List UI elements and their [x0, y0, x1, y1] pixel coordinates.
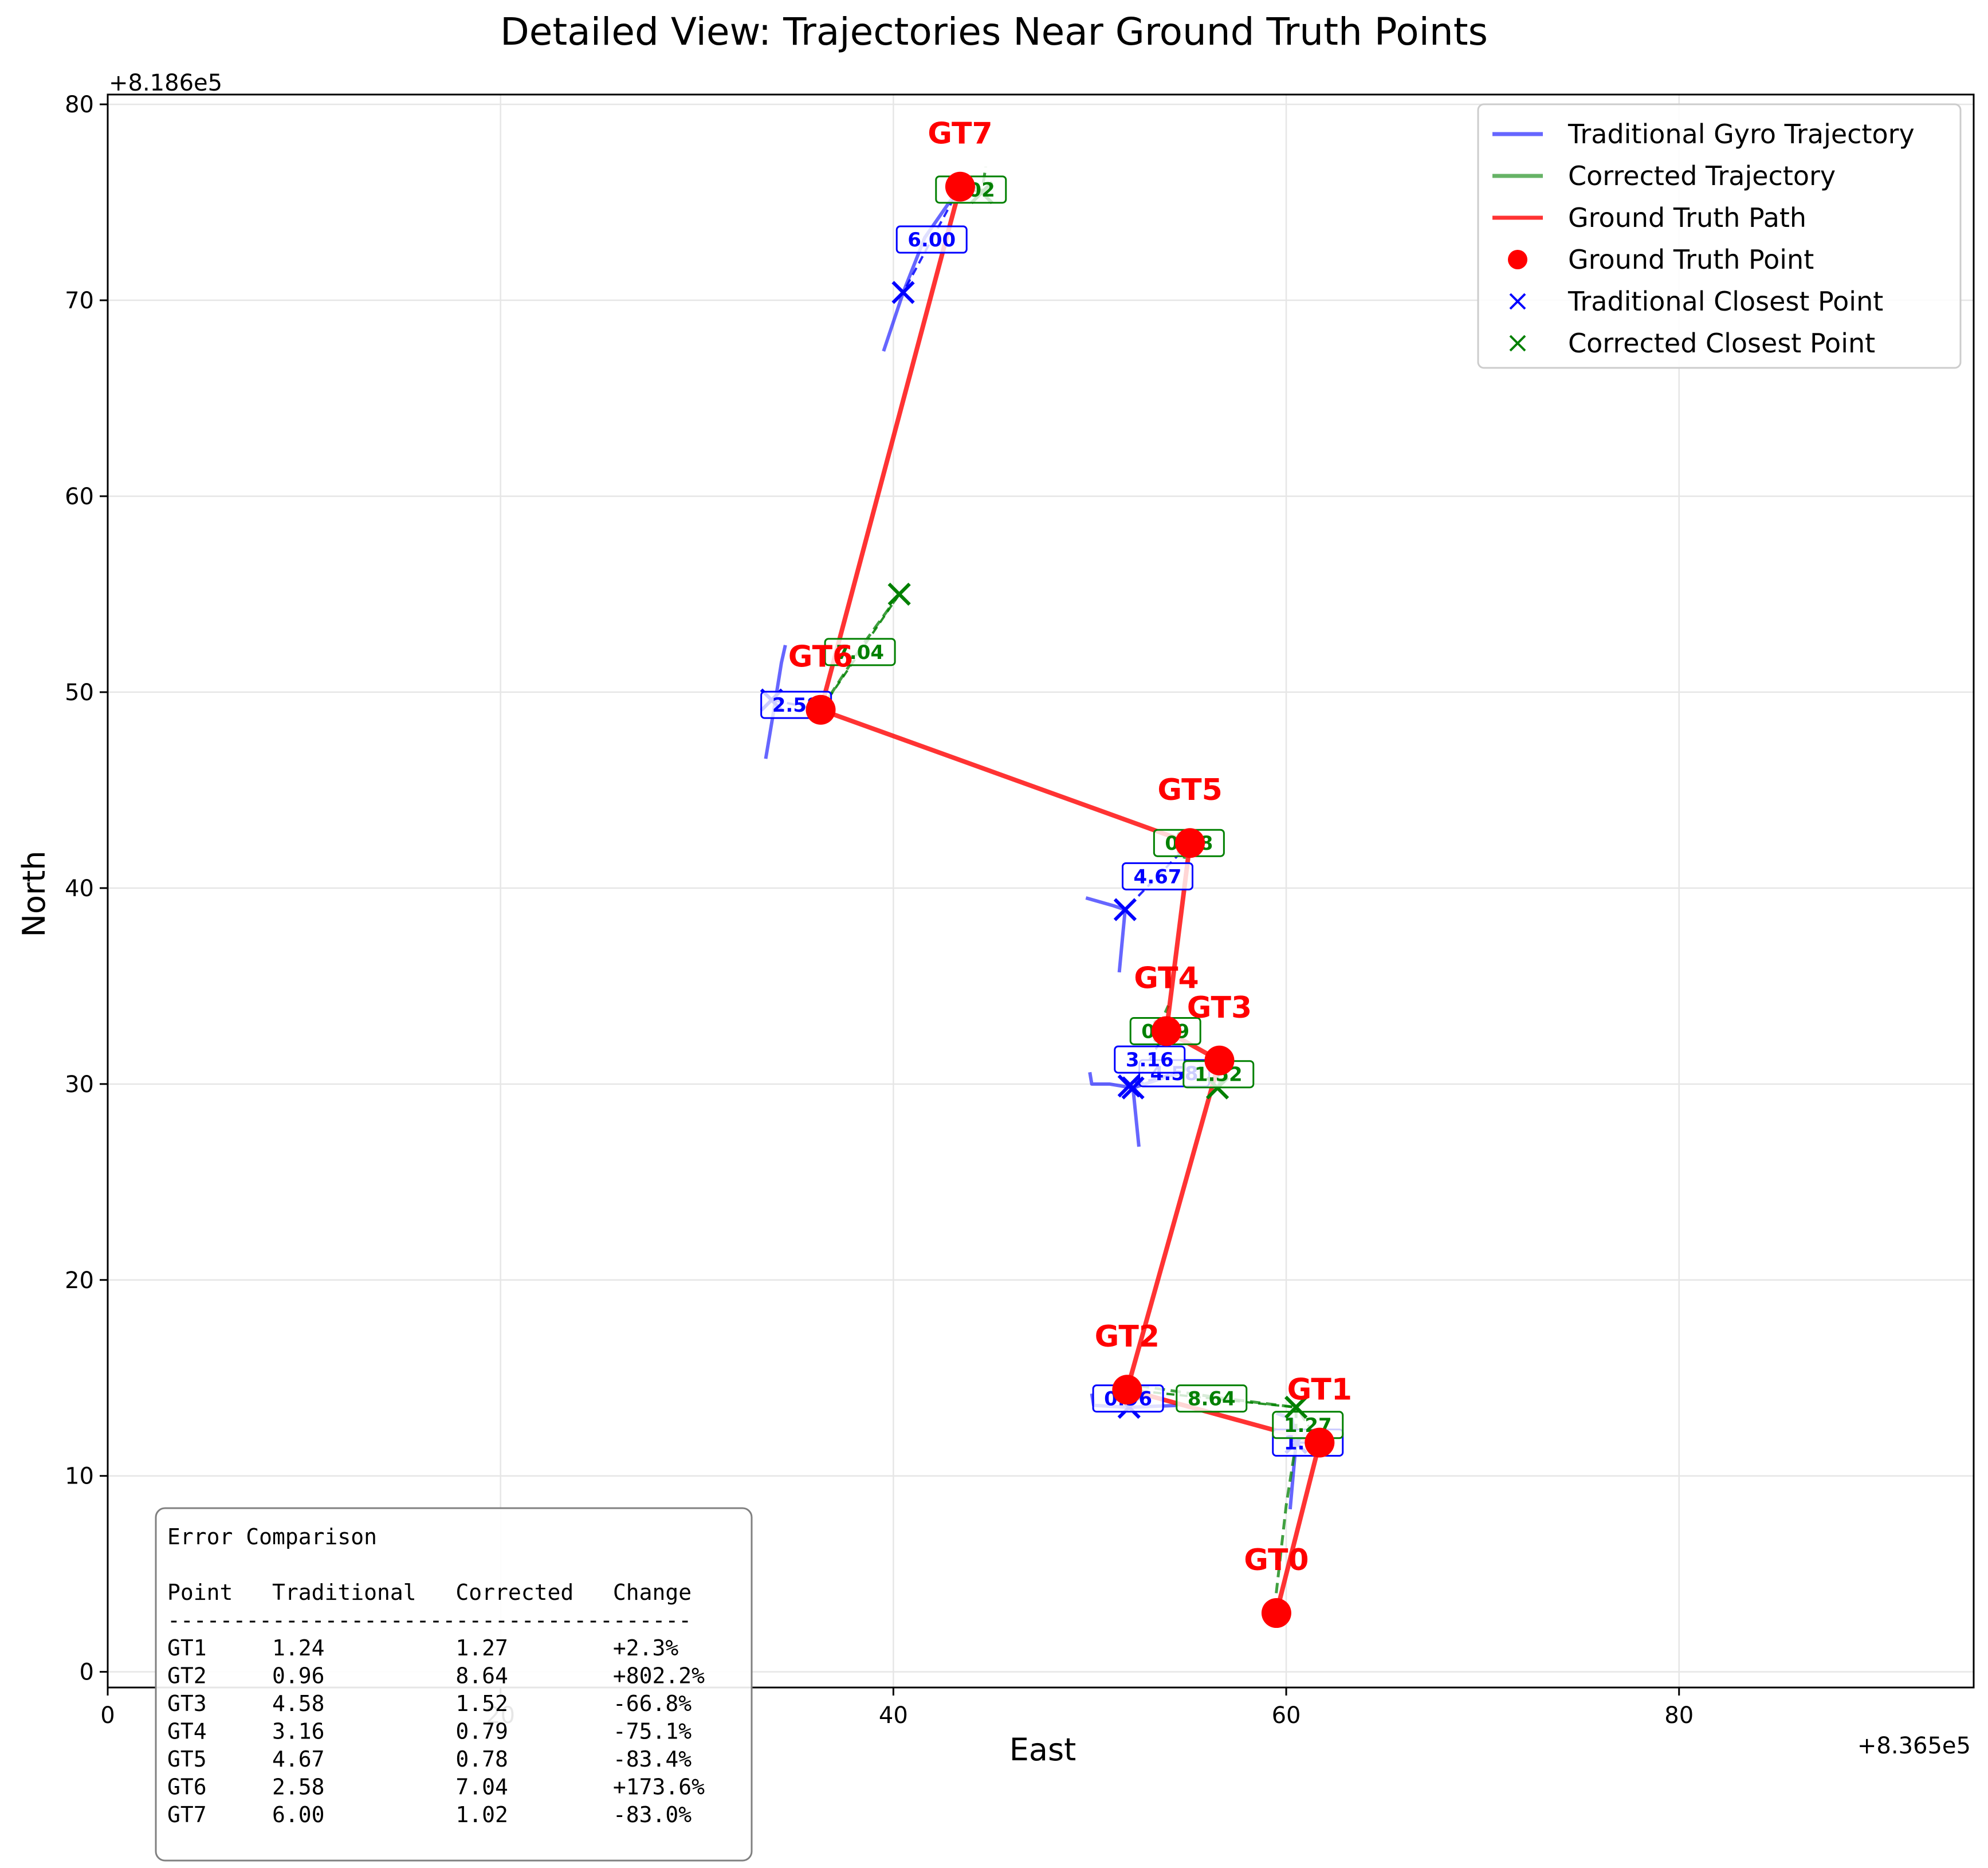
chart-title: Detailed View: Trajectories Near Ground …	[500, 10, 1488, 54]
legend-item: Ground Truth Path	[1492, 202, 1806, 233]
error-table-row: GT3 4.58 1.52 -66.8%	[167, 1691, 692, 1716]
error-table-box	[155, 1507, 753, 1862]
error-table-row: GT4 3.16 0.79 -75.1%	[167, 1719, 692, 1744]
error-table-divider: ----------------------------------------	[167, 1608, 692, 1633]
ground-truth-point-label: GT1	[1287, 1373, 1352, 1407]
traditional-closest-point-stroke	[891, 281, 915, 304]
y-tick-label: 0	[80, 1659, 94, 1686]
corrected-trajectory-line	[1138, 1384, 1296, 1409]
x-tick-label: 0	[100, 1702, 115, 1729]
y-axis-offset-label: +8.186e5	[109, 70, 222, 96]
legend: Traditional Gyro Trajectory Corrected Tra…	[1477, 103, 1962, 369]
traditional-closest-point-stroke	[1121, 1076, 1145, 1100]
traditional-closest-point	[891, 281, 915, 304]
error-table-row: GT7 6.00 1.02 -83.0%	[167, 1802, 692, 1827]
traditional-error-label-box	[1114, 1045, 1186, 1074]
grid-lines	[107, 95, 1974, 1688]
plot-frame	[107, 93, 1975, 1689]
x-tick-label: 40	[879, 1702, 908, 1729]
x-tick-label: 80	[1664, 1702, 1694, 1729]
ground-truth-point-label: GT4	[1134, 961, 1199, 995]
traditional-error-label-text: 6.00	[907, 229, 956, 252]
ground-truth-point-label: GT6	[788, 640, 853, 674]
traditional-trajectory-line	[1085, 896, 1127, 973]
legend-item: Traditional Gyro Trajectory	[1492, 119, 1915, 150]
ground-truth-point-label: GT3	[1187, 991, 1252, 1025]
legend-label: Corrected Closest Point	[1568, 328, 1875, 359]
traditional-error-label-box	[895, 225, 968, 254]
corrected-error-label-box	[1176, 1384, 1248, 1413]
legend-x-swatch	[1509, 335, 1526, 352]
legend-box	[1477, 103, 1962, 369]
ground-truth-point	[1175, 828, 1205, 858]
traditional-error-label: 3.16	[1114, 1045, 1186, 1074]
y-tick-label: 10	[65, 1463, 94, 1490]
ground-truth-point-label: GT2	[1095, 1320, 1160, 1354]
corrected-error-label: 8.64	[1176, 1384, 1248, 1413]
legend-x-swatch	[1509, 293, 1526, 310]
ground-truth-point	[1151, 1016, 1181, 1046]
ground-truth-point-label: GT5	[1157, 773, 1222, 807]
y-tick-label: 40	[65, 876, 94, 902]
y-axis-label: North	[16, 850, 52, 937]
traditional-error-label-text: 3.16	[1126, 1049, 1174, 1072]
traditional-trajectory-line	[764, 645, 787, 759]
traditional-error-label-text: 4.67	[1134, 865, 1182, 888]
y-tick-label: 80	[65, 92, 94, 118]
corrected-closest-point	[887, 582, 911, 606]
traditional-closest-point-stroke	[1113, 898, 1137, 921]
ground-truth-point-label: GT0	[1244, 1543, 1309, 1577]
error-table-header: Point Traditional Corrected Change	[167, 1580, 692, 1605]
y-tick-label: 70	[65, 288, 94, 314]
corrected-closest-point-stroke	[887, 582, 911, 606]
ground-truth-point	[1204, 1045, 1235, 1076]
legend-item: Traditional Closest Point	[1509, 286, 1883, 317]
legend-label: Traditional Closest Point	[1567, 286, 1883, 317]
traditional-error-label: 4.67	[1121, 862, 1193, 890]
x-tick-label: 60	[1272, 1702, 1301, 1729]
y-tick-label: 30	[65, 1072, 94, 1098]
ground-truth-point	[1112, 1375, 1142, 1405]
ground-truth-point	[806, 694, 836, 725]
error-table-row: GT2 0.96 8.64 +802.2%	[167, 1663, 705, 1689]
legend-item: Corrected Closest Point	[1509, 328, 1875, 359]
corrected-error-label: 7.04	[824, 638, 896, 666]
error-comparison-table: Error Comparison Point Traditional Correc…	[155, 1507, 753, 1862]
legend-label: Corrected Trajectory	[1568, 160, 1836, 191]
traditional-closest-point	[1121, 1076, 1145, 1100]
legend-dot-swatch	[1508, 250, 1527, 269]
legend-label: Traditional Gyro Trajectory	[1567, 119, 1915, 150]
traditional-closest-point	[1113, 898, 1137, 921]
x-axis-offset-label: +8.365e5	[1857, 1733, 1971, 1759]
marker-layer: 1.240.964.583.164.672.586.001.278.641.52…	[760, 117, 1352, 1628]
traditional-trajectory-line	[882, 186, 962, 352]
traditional-error-label-box	[1121, 862, 1193, 890]
corrected-error-label-text: 7.04	[836, 641, 884, 664]
error-table-title: Error Comparison	[167, 1524, 377, 1549]
corrected-closest-point	[1284, 1395, 1308, 1419]
x-axis-label: East	[1009, 1732, 1076, 1768]
y-tick-label: 20	[65, 1267, 94, 1294]
error-table-row: GT1 1.24 1.27 +2.3%	[167, 1635, 678, 1661]
legend-label: Ground Truth Point	[1568, 244, 1814, 275]
traditional-error-label: 6.00	[895, 225, 968, 254]
y-tick-label: 60	[65, 484, 94, 510]
legend-item: Corrected Trajectory	[1492, 160, 1836, 191]
ground-truth-point	[945, 171, 975, 202]
corrected-error-label-box	[824, 638, 896, 666]
error-table-row: GT5 4.67 0.78 -83.4%	[167, 1747, 692, 1772]
ground-truth-point-label: GT7	[928, 117, 992, 151]
error-table-row: GT6 2.58 7.04 +173.6%	[167, 1775, 705, 1800]
legend-label: Ground Truth Path	[1568, 202, 1806, 233]
legend-item: Ground Truth Point	[1508, 244, 1814, 275]
y-tick-label: 50	[65, 680, 94, 706]
corrected-closest-point-stroke	[1284, 1395, 1308, 1419]
corrected-error-label-text: 8.64	[1188, 1388, 1236, 1411]
ground-truth-point	[1305, 1427, 1335, 1458]
ground-truth-point	[1261, 1598, 1291, 1628]
traditional-trajectory-line	[1088, 1072, 1141, 1147]
